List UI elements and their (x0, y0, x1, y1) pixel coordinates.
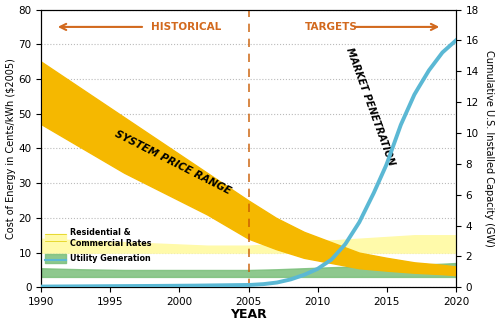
Y-axis label: Cost of Energy in Cents/kWh ($2005): Cost of Energy in Cents/kWh ($2005) (6, 58, 16, 239)
Text: Utility Generation: Utility Generation (70, 254, 151, 263)
X-axis label: YEAR: YEAR (230, 308, 267, 321)
Text: SYSTEM PRICE RANGE: SYSTEM PRICE RANGE (113, 129, 232, 196)
Text: HISTORICAL: HISTORICAL (151, 22, 222, 32)
Text: Residential &
Commercial Rates: Residential & Commercial Rates (70, 228, 152, 248)
Text: TARGETS: TARGETS (305, 22, 358, 32)
Text: MARKET PENETRATION: MARKET PENETRATION (344, 46, 396, 167)
Y-axis label: Cumulative U.S. Installed Capacity (GW): Cumulative U.S. Installed Capacity (GW) (484, 50, 494, 247)
